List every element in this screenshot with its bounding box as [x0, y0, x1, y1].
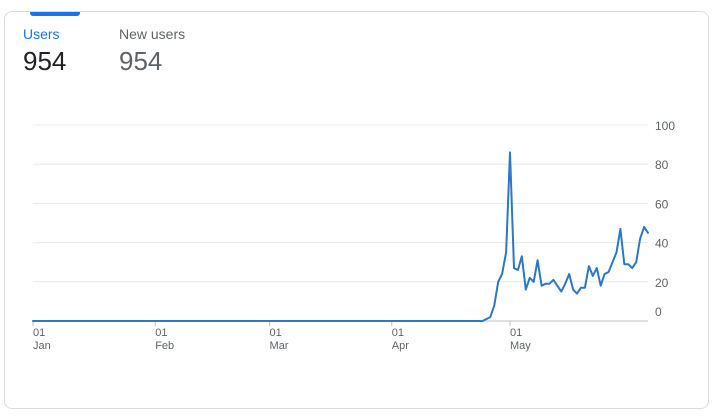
metric-tab-new-users[interactable]: New users 954: [119, 25, 185, 77]
x-tick-day-0: 01: [33, 327, 45, 339]
x-tick-month-1: Feb: [155, 340, 174, 352]
y-tick-label-0: 0: [655, 305, 662, 319]
overview-card: [4, 11, 709, 409]
y-tick-label-100: 100: [655, 119, 675, 133]
y-tick-label-20: 20: [655, 276, 669, 290]
metric-label-users: Users: [23, 26, 60, 42]
y-tick-label-40: 40: [655, 237, 669, 251]
x-tick-day-1: 01: [155, 327, 167, 339]
x-tick-day-3: 01: [392, 327, 404, 339]
active-tab-indicator: [30, 12, 80, 16]
y-tick-label-60: 60: [655, 197, 669, 211]
x-tick-day-2: 01: [270, 327, 282, 339]
x-tick-month-3: Apr: [392, 340, 409, 352]
x-tick-month-4: May: [510, 340, 531, 352]
y-tick-label-80: 80: [655, 158, 669, 172]
x-tick-month-2: Mar: [270, 340, 289, 352]
metric-value-users: 954: [23, 46, 67, 76]
metric-value-new-users: 954: [119, 46, 163, 76]
x-tick-month-0: Jan: [33, 340, 51, 352]
series-line-0: [32, 151, 649, 322]
metric-label-new-users: New users: [119, 26, 186, 42]
metric-tab-users[interactable]: Users 954: [23, 25, 66, 77]
x-tick-day-4: 01: [510, 327, 522, 339]
